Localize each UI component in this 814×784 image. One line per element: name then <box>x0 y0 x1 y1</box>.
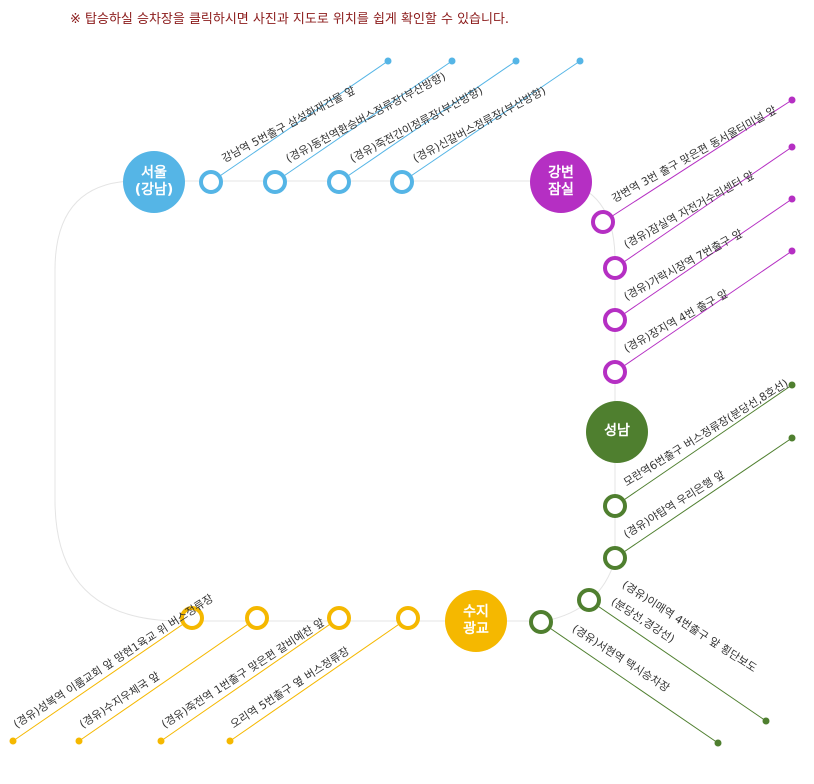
hub-label-line: 강변 <box>548 164 574 181</box>
stop-marker[interactable] <box>603 494 627 518</box>
stop-leader-dot <box>788 96 796 104</box>
stop-leader-dot <box>788 247 796 255</box>
stop-leader <box>602 99 793 223</box>
stop-leader <box>12 617 193 742</box>
stop-leader <box>274 60 453 183</box>
hub-seoul: 서울 (강남) <box>123 151 185 213</box>
stop-leader <box>401 60 581 183</box>
stop-marker[interactable] <box>327 606 351 630</box>
hub-seongnam: 성남 <box>586 401 648 463</box>
stop-leader <box>540 621 719 744</box>
stop-marker[interactable] <box>603 546 627 570</box>
stop-leader-dot <box>75 737 83 745</box>
stop-leader-dot <box>788 434 796 442</box>
stop-leader-dot <box>512 57 520 65</box>
stop-marker[interactable] <box>577 588 601 612</box>
stop-marker[interactable] <box>396 606 420 630</box>
stop-marker[interactable] <box>529 610 553 634</box>
stop-leader <box>78 617 258 742</box>
hub-label-line: (강남) <box>134 182 174 198</box>
stop-leader-dot <box>714 739 722 747</box>
stop-leader-dot <box>762 717 770 725</box>
stop-leader <box>614 384 793 507</box>
stop-leader <box>338 60 517 183</box>
stop-marker[interactable] <box>603 360 627 384</box>
stop-leader-dot <box>9 737 17 745</box>
hub-gangbyeon: 강변 잠실 <box>530 151 592 213</box>
stop-marker[interactable] <box>180 606 204 630</box>
stop-marker[interactable] <box>390 170 414 194</box>
stop-leader-dot <box>788 195 796 203</box>
stop-leader <box>614 437 793 559</box>
stop-marker[interactable] <box>245 606 269 630</box>
stop-marker[interactable] <box>591 210 615 234</box>
stop-leader-dot <box>788 381 796 389</box>
stop-marker[interactable] <box>263 170 287 194</box>
hub-label-line: 잠실 <box>548 182 574 198</box>
stop-leader <box>614 146 793 269</box>
hub-label-line: 서울 <box>141 164 167 181</box>
stop-leader <box>160 617 340 742</box>
route-track <box>54 180 616 622</box>
hub-label-line: 수지 <box>463 603 489 620</box>
stop-leader <box>229 617 409 742</box>
stop-leader-dot <box>576 57 584 65</box>
stop-marker[interactable] <box>603 256 627 280</box>
hub-label-line: 성남 <box>604 423 630 440</box>
stop-leader <box>588 599 767 722</box>
stop-leader-dot <box>384 57 392 65</box>
stop-marker[interactable] <box>327 170 351 194</box>
stop-leader-dot <box>157 737 165 745</box>
notice-text: ※ 탑승하실 승차장을 클릭하시면 사진과 지도로 위치를 쉽게 확인할 수 있… <box>70 12 510 27</box>
stop-leaders <box>9 57 796 747</box>
hub-label-line: 광교 <box>463 621 489 637</box>
stop-leader-dot <box>448 57 456 65</box>
stop-marker[interactable] <box>603 308 627 332</box>
hub-suji: 수지 광교 <box>445 590 507 652</box>
stop-leader <box>614 250 793 373</box>
stop-leader <box>614 198 793 321</box>
track-line <box>54 180 616 622</box>
stop-leader-dot <box>788 143 796 151</box>
stop-marker[interactable] <box>199 170 223 194</box>
stop-leader-dot <box>226 737 234 745</box>
stop-leader <box>210 60 389 183</box>
